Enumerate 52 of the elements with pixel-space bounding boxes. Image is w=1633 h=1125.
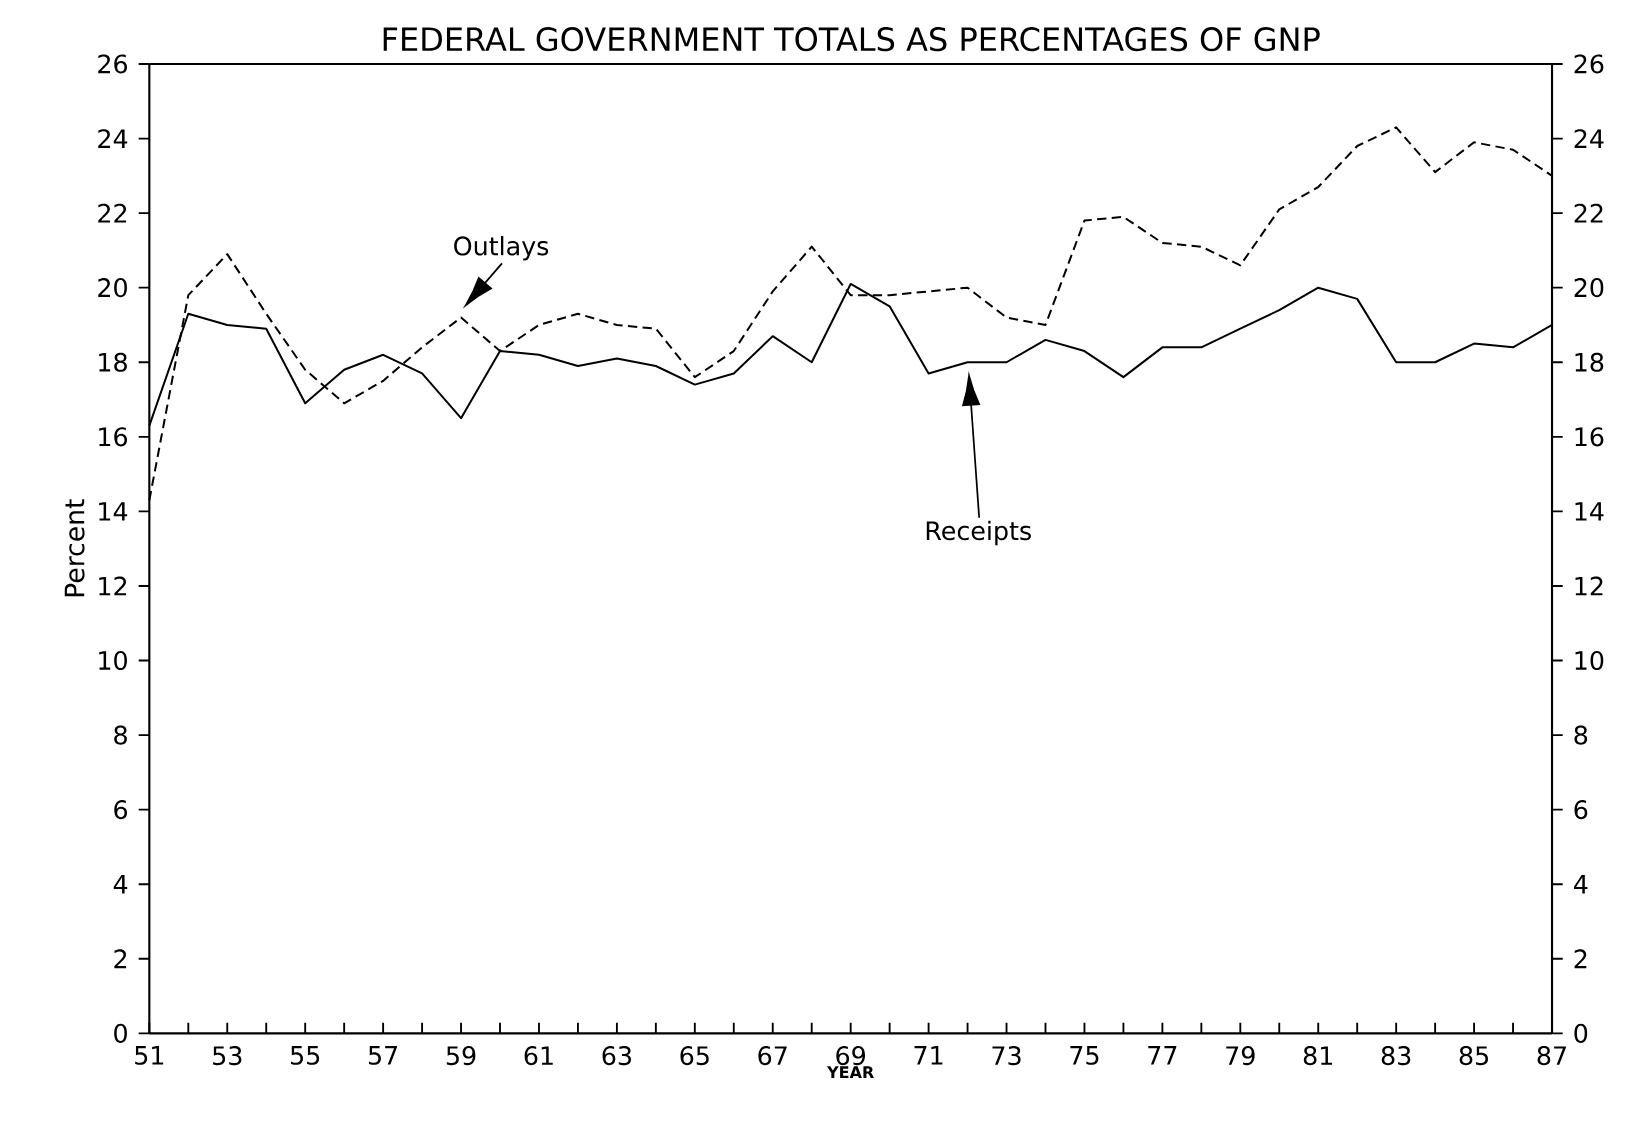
x-tick-label: 69 xyxy=(836,1046,865,1066)
x-tick-label: 85 xyxy=(1459,1046,1488,1066)
x-tick-label: 67 xyxy=(758,1046,787,1066)
y-tick-label: 24 xyxy=(98,129,128,148)
chart-title: FEDERAL GOVERNMENT TOTALS AS PERCENTAGES OF GNP xyxy=(383,27,1320,52)
x-tick-label: 63 xyxy=(602,1046,631,1066)
y-tick-label: 16 xyxy=(99,427,128,447)
x-tick-label: 81 xyxy=(1303,1046,1333,1066)
y2-tick-label: 2 xyxy=(1574,949,1587,969)
x-tick-label: 65 xyxy=(680,1046,709,1066)
y-tick-label: 20 xyxy=(98,278,127,298)
x-tick-label: 79 xyxy=(1226,1046,1255,1066)
y-tick-label: 18 xyxy=(99,352,127,372)
x-tick-label: 55 xyxy=(291,1046,320,1065)
x-tick-label: 83 xyxy=(1381,1046,1411,1066)
y-tick-label: 0 xyxy=(114,1023,127,1043)
y-tick-label: 2 xyxy=(114,949,127,969)
y-tick-label: 26 xyxy=(98,54,128,74)
y2-tick-label: 12 xyxy=(1575,576,1603,596)
x-tick-label: 53 xyxy=(213,1046,242,1066)
y-tick-label: 8 xyxy=(114,725,127,745)
y-axis-title: Percent xyxy=(64,499,85,597)
y2-tick-label: 14 xyxy=(1575,502,1604,521)
y2-tick-label: 4 xyxy=(1573,874,1588,894)
y-tick-label: 4 xyxy=(113,874,128,894)
text: Outlays xyxy=(454,235,549,261)
y2-tick-label: 10 xyxy=(1575,650,1604,671)
x-axis-title: YEAR xyxy=(826,1066,874,1079)
y2-tick-label: 26 xyxy=(1574,54,1604,74)
y2-tick-label: 0 xyxy=(1574,1023,1588,1043)
x-tick-label: 73 xyxy=(992,1046,1021,1066)
x-tick-label: 51 xyxy=(135,1046,164,1065)
y-tick-label: 22 xyxy=(98,203,127,223)
y-tick-label: 12 xyxy=(99,576,127,596)
x-tick-label: 87 xyxy=(1537,1046,1566,1066)
x-tick-label: 61 xyxy=(524,1046,553,1066)
y2-tick-label: 16 xyxy=(1575,427,1604,447)
y2-tick-label: 8 xyxy=(1574,725,1588,745)
y2-tick-label: 24 xyxy=(1574,129,1604,148)
y-tick-label: 6 xyxy=(114,800,128,820)
y2-tick-label: 18 xyxy=(1575,352,1604,372)
y-tick-label: 14 xyxy=(99,502,128,521)
x-tick-label: 75 xyxy=(1070,1046,1099,1065)
y2-tick-label: 20 xyxy=(1574,278,1604,298)
y-tick-label: 10 xyxy=(99,650,127,671)
x-tick-label: 77 xyxy=(1148,1046,1177,1065)
y2-tick-label: 6 xyxy=(1574,800,1588,820)
x-tick-label: 71 xyxy=(914,1046,943,1065)
text: Receipts xyxy=(926,520,1031,546)
x-tick-label: 57 xyxy=(368,1046,398,1065)
x-tick-label: 59 xyxy=(446,1046,476,1066)
y2-tick-label: 22 xyxy=(1574,203,1603,223)
